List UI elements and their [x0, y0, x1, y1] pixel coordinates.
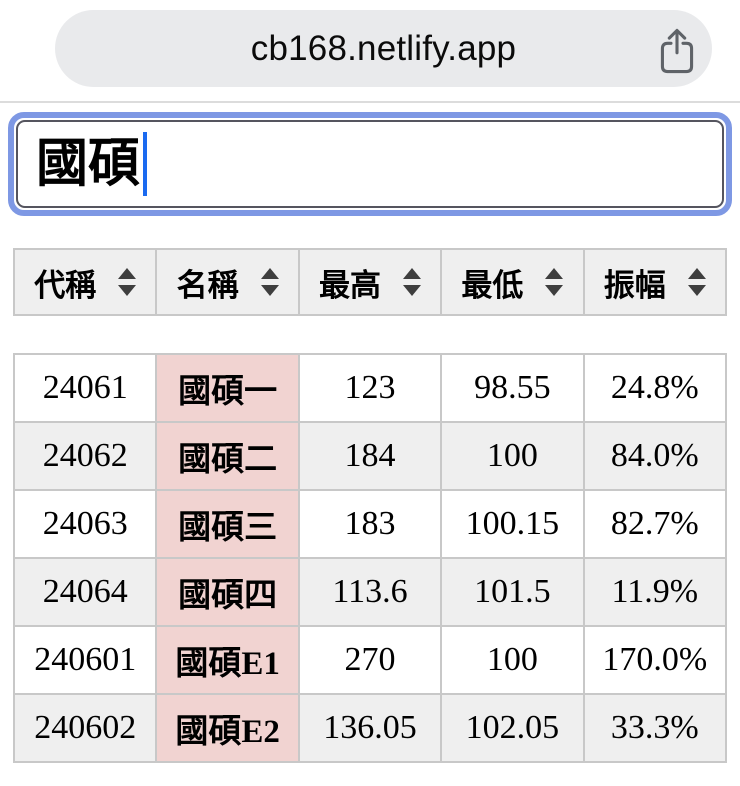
column-header-high[interactable]: 最高: [297, 248, 443, 316]
column-header-name[interactable]: 名稱: [155, 248, 300, 316]
text-caret: [143, 132, 148, 196]
column-header-code[interactable]: 代稱: [12, 248, 158, 316]
table-row: 240601 國碩E1 270 100 170.0%: [12, 625, 728, 695]
cell-low: 102.05: [440, 693, 585, 763]
column-label: 代稱: [34, 267, 97, 303]
search-input[interactable]: 國碩: [16, 120, 724, 208]
cell-amplitude: 11.9%: [582, 557, 728, 627]
cell-low: 101.5: [440, 557, 585, 627]
cell-name: 國碩二: [155, 421, 300, 491]
sort-arrows-icon: [118, 268, 137, 296]
cell-low: 100.15: [440, 489, 585, 559]
url-text: cb168.netlify.app: [250, 28, 517, 68]
table-row: 24064 國碩四 113.6 101.5 11.9%: [12, 557, 728, 627]
url-bar[interactable]: cb168.netlify.app: [55, 10, 712, 87]
sort-arrows-icon: [687, 268, 706, 296]
cell-code: 24062: [12, 421, 158, 491]
browser-top-bar: cb168.netlify.app: [0, 0, 740, 103]
share-icon: [657, 27, 697, 78]
header-row: 代稱 名稱 最高 最低: [12, 248, 728, 316]
table-row: 24061 國碩一 123 98.55 24.8%: [12, 353, 728, 423]
column-label: 最低: [461, 267, 524, 303]
cell-amplitude: 82.7%: [582, 489, 728, 559]
cell-high: 184: [297, 421, 443, 491]
cell-name: 國碩E2: [155, 693, 300, 763]
stock-table-header: 代稱 名稱 最高 最低: [12, 248, 728, 316]
column-label: 名稱: [176, 267, 239, 303]
cell-low: 98.55: [440, 353, 585, 423]
cell-code: 24061: [12, 353, 158, 423]
stock-table-body: 24061 國碩一 123 98.55 24.8% 24062 國碩二 184 100 84.0%…: [12, 353, 728, 763]
cell-high: 123: [297, 353, 443, 423]
cell-code: 240601: [12, 625, 158, 695]
cell-low: 100: [440, 625, 585, 695]
toolbar-separator: [0, 101, 740, 103]
input-focus-ring: 國碩: [8, 112, 732, 216]
sort-arrows-icon: [260, 268, 279, 296]
cell-high: 183: [297, 489, 443, 559]
cell-amplitude: 33.3%: [582, 693, 728, 763]
table-row: 24063 國碩三 183 100.15 82.7%: [12, 489, 728, 559]
table-row: 24062 國碩二 184 100 84.0%: [12, 421, 728, 491]
cell-high: 136.05: [297, 693, 443, 763]
cell-amplitude: 84.0%: [582, 421, 728, 491]
cell-high: 113.6: [297, 557, 443, 627]
column-label: 最高: [318, 267, 381, 303]
cell-low: 100: [440, 421, 585, 491]
share-button[interactable]: [655, 27, 699, 77]
cell-name: 國碩一: [155, 353, 300, 423]
cell-code: 24063: [12, 489, 158, 559]
column-header-amplitude[interactable]: 振幅: [582, 248, 728, 316]
cell-amplitude: 24.8%: [582, 353, 728, 423]
table-row: 240602 國碩E2 136.05 102.05 33.3%: [12, 693, 728, 763]
cell-amplitude: 170.0%: [582, 625, 728, 695]
search-section: 國碩: [8, 112, 732, 216]
sort-arrows-icon: [545, 268, 564, 296]
column-header-low[interactable]: 最低: [440, 248, 585, 316]
cell-high: 270: [297, 625, 443, 695]
cell-name: 國碩E1: [155, 625, 300, 695]
cell-name: 國碩三: [155, 489, 300, 559]
search-input-value: 國碩: [36, 135, 141, 193]
cell-code: 24064: [12, 557, 158, 627]
cell-name: 國碩四: [155, 557, 300, 627]
cell-code: 240602: [12, 693, 158, 763]
column-label: 振幅: [603, 267, 666, 303]
sort-arrows-icon: [402, 268, 421, 296]
